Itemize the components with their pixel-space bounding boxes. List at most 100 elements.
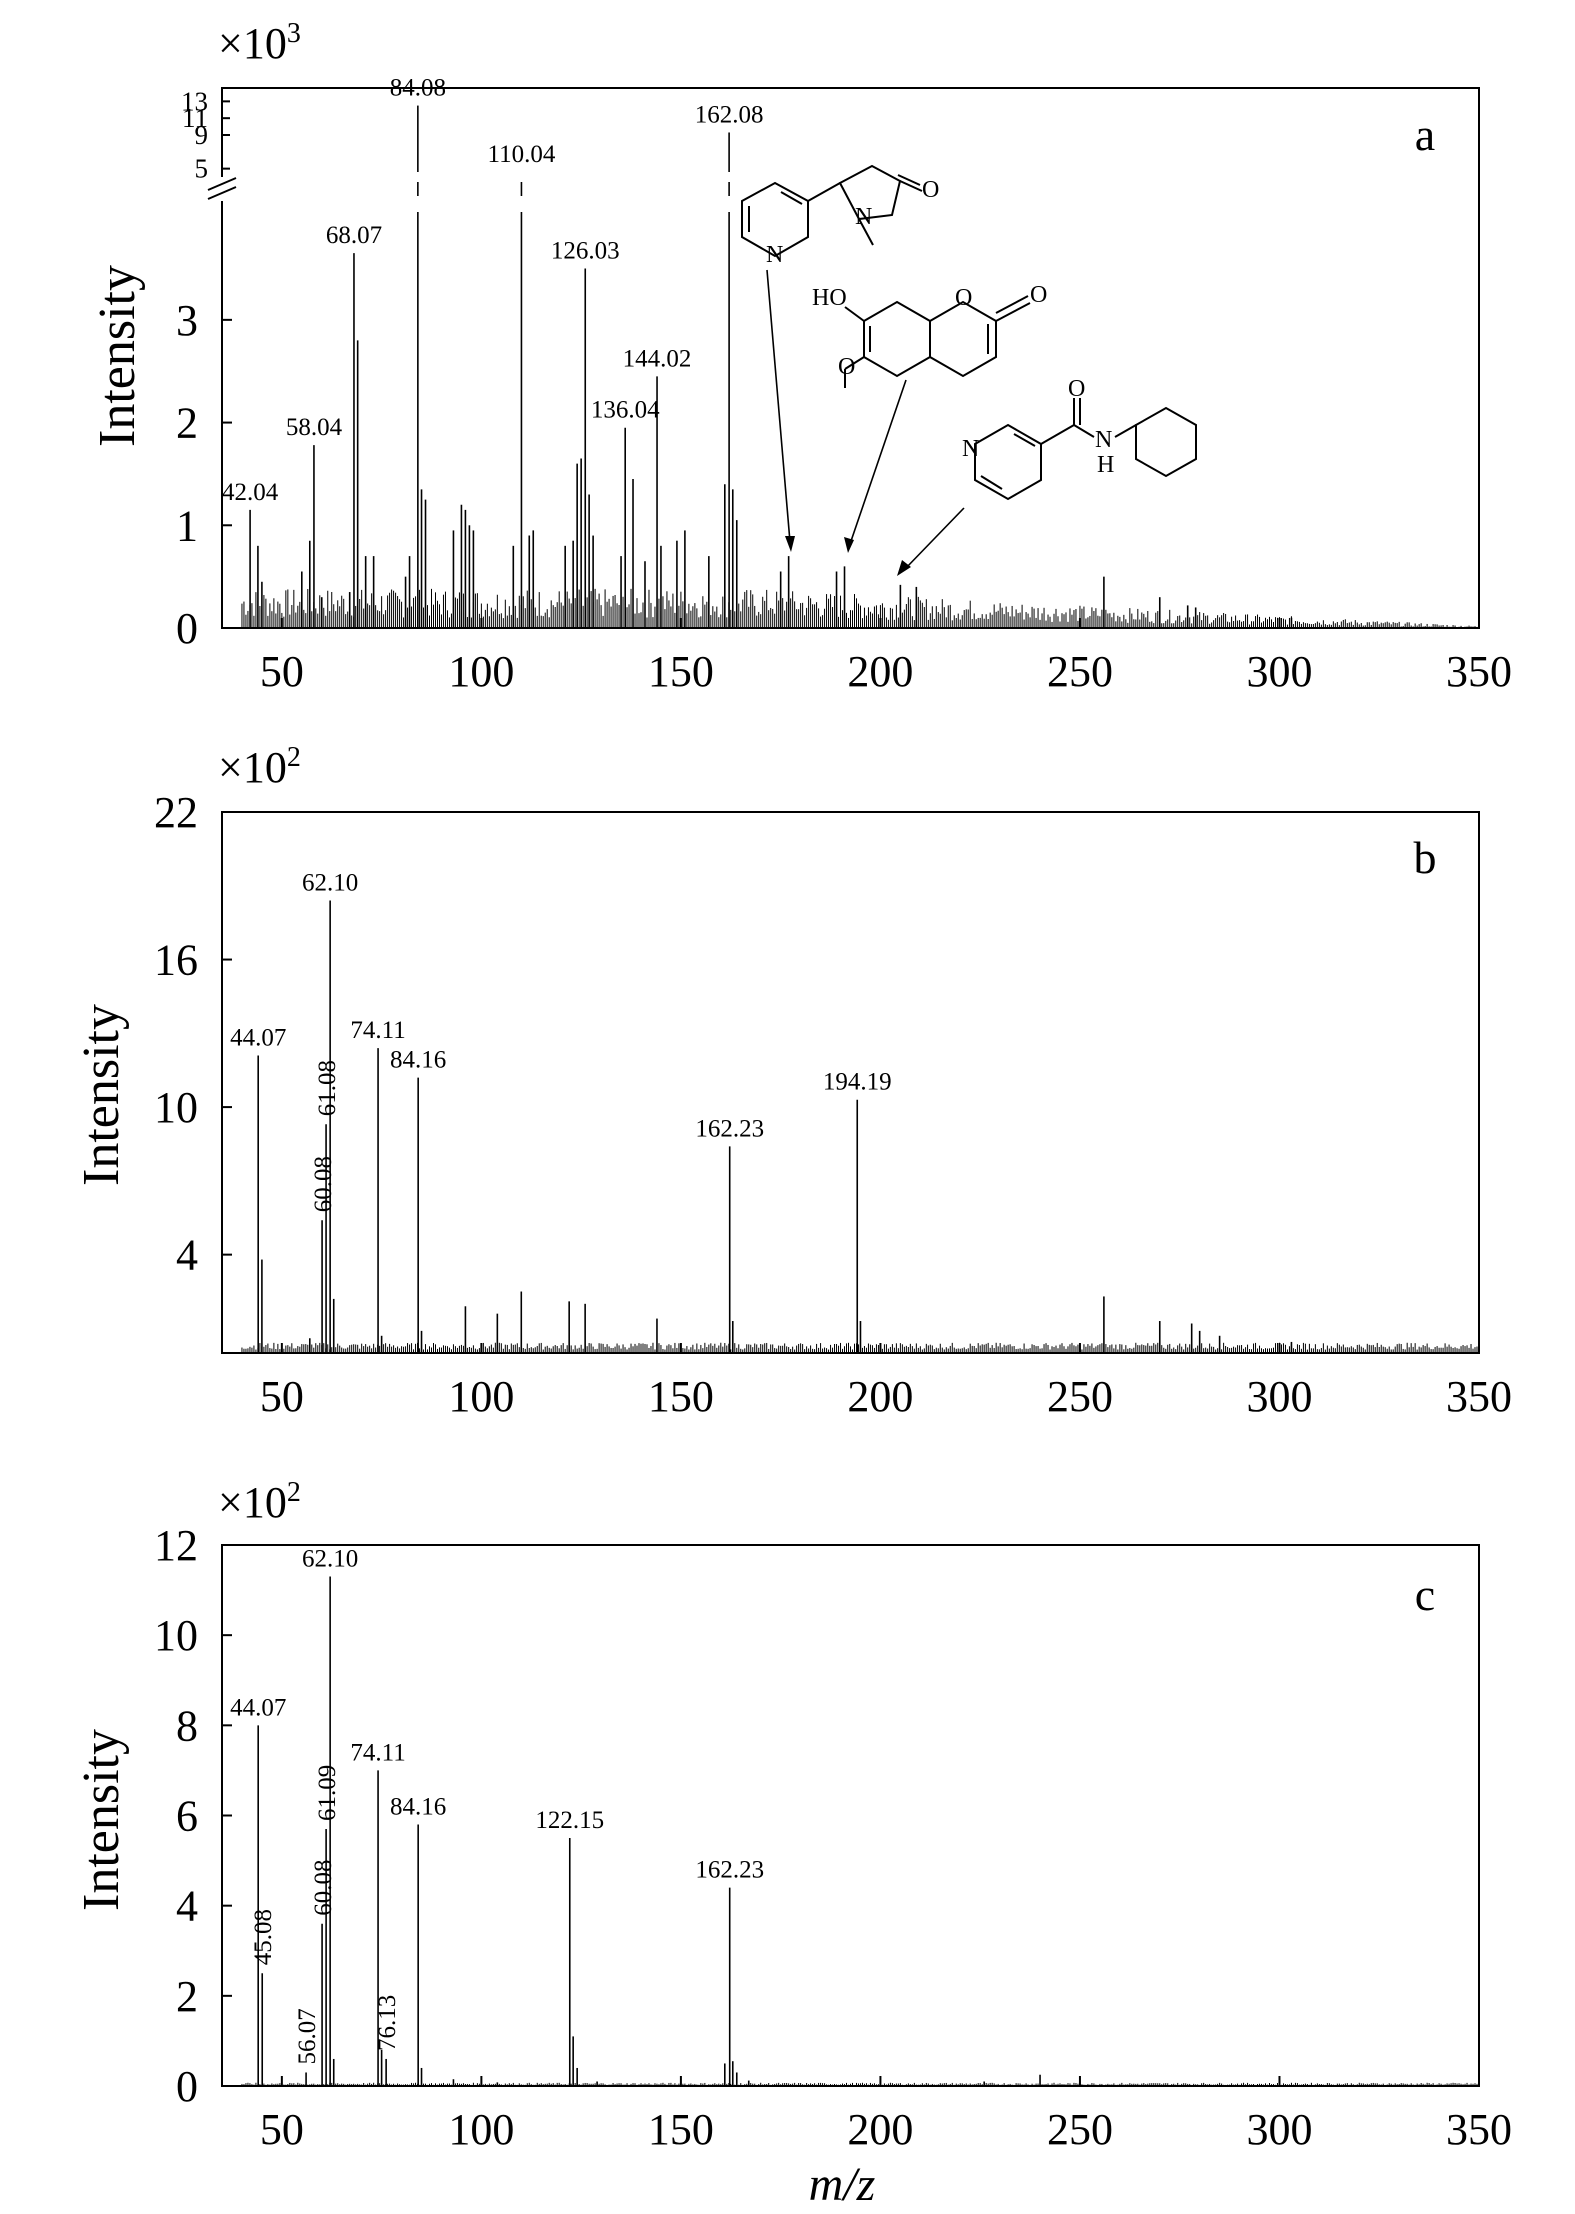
panel-a-letter: a bbox=[1415, 109, 1435, 160]
structure-nicotine-lactam-atom-n1: N bbox=[766, 242, 783, 268]
panel-a-axis-break bbox=[206, 177, 238, 201]
panel-c-ticks-y: 0 2 4 6 8 10 12 bbox=[154, 1521, 232, 2111]
panel-c-peak-label-122.15: 122.15 bbox=[535, 1807, 604, 1834]
panel-c-peak-label-162.23: 162.23 bbox=[695, 1857, 764, 1884]
panel-c-xtick-label-250: 250 bbox=[1047, 2105, 1113, 2154]
panel-b-ytick-label-4: 4 bbox=[176, 1231, 198, 1280]
panel-b-peak-label-162.23: 162.23 bbox=[695, 1115, 764, 1142]
panel-a-peak-label-42.04: 42.04 bbox=[222, 479, 279, 506]
panel-a-frame bbox=[221, 87, 1480, 629]
structure-scopoletin-atom-o-methoxy: O bbox=[838, 354, 855, 380]
panel-b-xtick-label-200: 200 bbox=[847, 1372, 913, 1421]
panel-c-xtick-label-50: 50 bbox=[260, 2105, 304, 2154]
panel-b-frame bbox=[221, 811, 1480, 1354]
structure-cyclohexylnicotinamide-atom-h: H bbox=[1097, 452, 1114, 478]
panel-a-ytick-label-3: 3 bbox=[176, 296, 198, 345]
structure-cyclohexylnicotinamide-atom-n-pyridine: N bbox=[962, 436, 979, 462]
panel-a-xtick-label-300: 300 bbox=[1246, 647, 1312, 696]
panel-a-peak-label-68.07: 68.07 bbox=[326, 222, 382, 249]
panel-a-ytick-label-1: 1 bbox=[176, 501, 198, 550]
panel-a-xtick-label-250: 250 bbox=[1047, 647, 1113, 696]
panel-b-xtick-label-50: 50 bbox=[260, 1372, 304, 1421]
panel-b-multiplier: ×102 bbox=[218, 742, 301, 792]
panel-a-labels: 42.0458.0468.0784.08110.04126.03136.0414… bbox=[222, 75, 764, 506]
structure-scopoletin: HO O O O bbox=[812, 282, 1047, 388]
panel-a-multiplier: ×103 bbox=[218, 18, 301, 68]
structure-nicotine-lactam-atom-n2: N bbox=[855, 204, 872, 230]
panel-c-ytick-label-0: 0 bbox=[176, 2062, 198, 2111]
panel-c-ticks-x: 50 100 150 200 250 300 350 bbox=[260, 2076, 1512, 2154]
panel-b-xtick-label-300: 300 bbox=[1246, 1372, 1312, 1421]
panel-c-xtick-label-300: 300 bbox=[1246, 2105, 1312, 2154]
panel-c-peak-label-61.09: 61.09 bbox=[314, 1765, 341, 1821]
panel-a-peak-label-58.04: 58.04 bbox=[286, 414, 343, 441]
panel-c-peak-label-76.13: 76.13 bbox=[374, 1995, 401, 2051]
panel-b-ytick-label-22: 22 bbox=[154, 788, 198, 837]
panel-a-peak-label-126.03: 126.03 bbox=[551, 237, 620, 264]
panel-c-ytick-label-4: 4 bbox=[176, 1882, 198, 1931]
panel-a-bars bbox=[241, 105, 1478, 628]
panel-a-ytick-upper-label-11: 11 bbox=[182, 103, 208, 133]
structure-cyclohexylnicotinamide-atom-o: O bbox=[1068, 376, 1085, 402]
panel-c-multiplier: ×102 bbox=[218, 1477, 301, 1527]
structure-cyclohexylnicotinamide: N O N H bbox=[962, 376, 1197, 501]
panel-c: ×102 Intensity c 50 100 150 200 250 300 350 0 2… bbox=[73, 1477, 1512, 2211]
structure-nicotine-lactam-atom-o: O bbox=[922, 177, 939, 203]
panel-c-xtick-label-200: 200 bbox=[847, 2105, 913, 2154]
panel-b-letter: b bbox=[1414, 832, 1437, 883]
panel-b-peak-label-194.19: 194.19 bbox=[823, 1069, 892, 1096]
panel-b: ×102 Intensity b 50 100 150 200 250 300 350 4 1… bbox=[73, 742, 1512, 1421]
panel-c-peak-label-62.10: 62.10 bbox=[302, 1546, 358, 1573]
panel-c-ytick-label-2: 2 bbox=[176, 1972, 198, 2021]
panel-a-ticks-x: 50 100 150 200 250 300 350 bbox=[260, 618, 1512, 696]
panel-b-peak-label-62.10: 62.10 bbox=[302, 870, 358, 897]
panel-c-ytick-label-6: 6 bbox=[176, 1792, 198, 1841]
panel-c-ylabel: Intensity bbox=[73, 1729, 130, 1911]
panel-a-ytick-label-2: 2 bbox=[176, 399, 198, 448]
panel-a-ytick-label-0: 0 bbox=[176, 604, 198, 653]
panel-a-ytick-upper-label-13: 13 bbox=[181, 86, 208, 116]
panel-c-xtick-label-150: 150 bbox=[648, 2105, 714, 2154]
panel-c-ytick-label-12: 12 bbox=[154, 1521, 198, 1570]
structure-scopoletin-atom-ho: HO bbox=[812, 285, 847, 311]
panel-c-xlabel: m/z bbox=[809, 2158, 876, 2211]
structure-cyclohexylnicotinamide-atom-n-amide: N bbox=[1095, 427, 1112, 453]
panel-b-ticks-y: 4 10 16 22 bbox=[154, 788, 232, 1280]
panel-c-xtick-label-350: 350 bbox=[1446, 2105, 1512, 2154]
panel-c-peak-label-84.16: 84.16 bbox=[390, 1794, 446, 1821]
panel-a: ×103 Intensity a 50 100 150 200 250 300 350 0 1… bbox=[89, 18, 1512, 696]
panel-c-peak-label-44.07: 44.07 bbox=[230, 1694, 286, 1721]
panel-b-ylabel: Intensity bbox=[73, 1004, 130, 1186]
panel-b-peak-label-44.07: 44.07 bbox=[230, 1024, 286, 1051]
panel-a-xtick-label-150: 150 bbox=[648, 647, 714, 696]
panel-c-ytick-label-8: 8 bbox=[176, 1701, 198, 1750]
panel-b-peak-label-60.08: 60.08 bbox=[310, 1156, 337, 1212]
panel-c-xtick-label-100: 100 bbox=[448, 2105, 514, 2154]
panel-a-peak-label-162.08: 162.08 bbox=[695, 101, 764, 128]
panel-b-peak-label-84.16: 84.16 bbox=[390, 1047, 446, 1074]
panel-c-labels: 44.07 45.08 56.07 60.08 61.09 62.10 74.11 76.13… bbox=[230, 1546, 764, 2065]
panel-c-bars bbox=[241, 1576, 1478, 2085]
panel-a-ytick-upper-label-9: 9 bbox=[195, 120, 209, 150]
panel-b-ytick-label-10: 10 bbox=[154, 1083, 198, 1132]
panel-c-ytick-label-10: 10 bbox=[154, 1611, 198, 1660]
panel-b-labels: 44.07 60.08 61.08 62.10 74.11 84.16 162.23 194.… bbox=[230, 870, 892, 1213]
panel-a-xtick-label-200: 200 bbox=[847, 647, 913, 696]
panel-b-ytick-label-16: 16 bbox=[154, 936, 198, 985]
panel-c-frame bbox=[221, 1544, 1480, 2087]
panel-c-peak-label-60.08: 60.08 bbox=[310, 1859, 337, 1915]
panel-a-peak-label-136.04: 136.04 bbox=[591, 397, 660, 424]
panel-a-peak-label-110.04: 110.04 bbox=[488, 141, 556, 168]
panel-b-xtick-label-100: 100 bbox=[448, 1372, 514, 1421]
structure-nicotine-lactam: N N O bbox=[741, 164, 939, 268]
panel-c-peak-label-74.11: 74.11 bbox=[350, 1739, 405, 1766]
panel-a-ylabel: Intensity bbox=[89, 265, 146, 447]
panel-c-peak-label-45.08: 45.08 bbox=[250, 1909, 277, 1965]
panel-a-xtick-label-50: 50 bbox=[260, 647, 304, 696]
panel-a-peak-label-144.02: 144.02 bbox=[623, 345, 692, 372]
panel-b-peak-label-74.11: 74.11 bbox=[350, 1017, 405, 1044]
panel-c-peak-label-56.07: 56.07 bbox=[294, 2008, 321, 2064]
panel-b-bars bbox=[241, 900, 1478, 1352]
